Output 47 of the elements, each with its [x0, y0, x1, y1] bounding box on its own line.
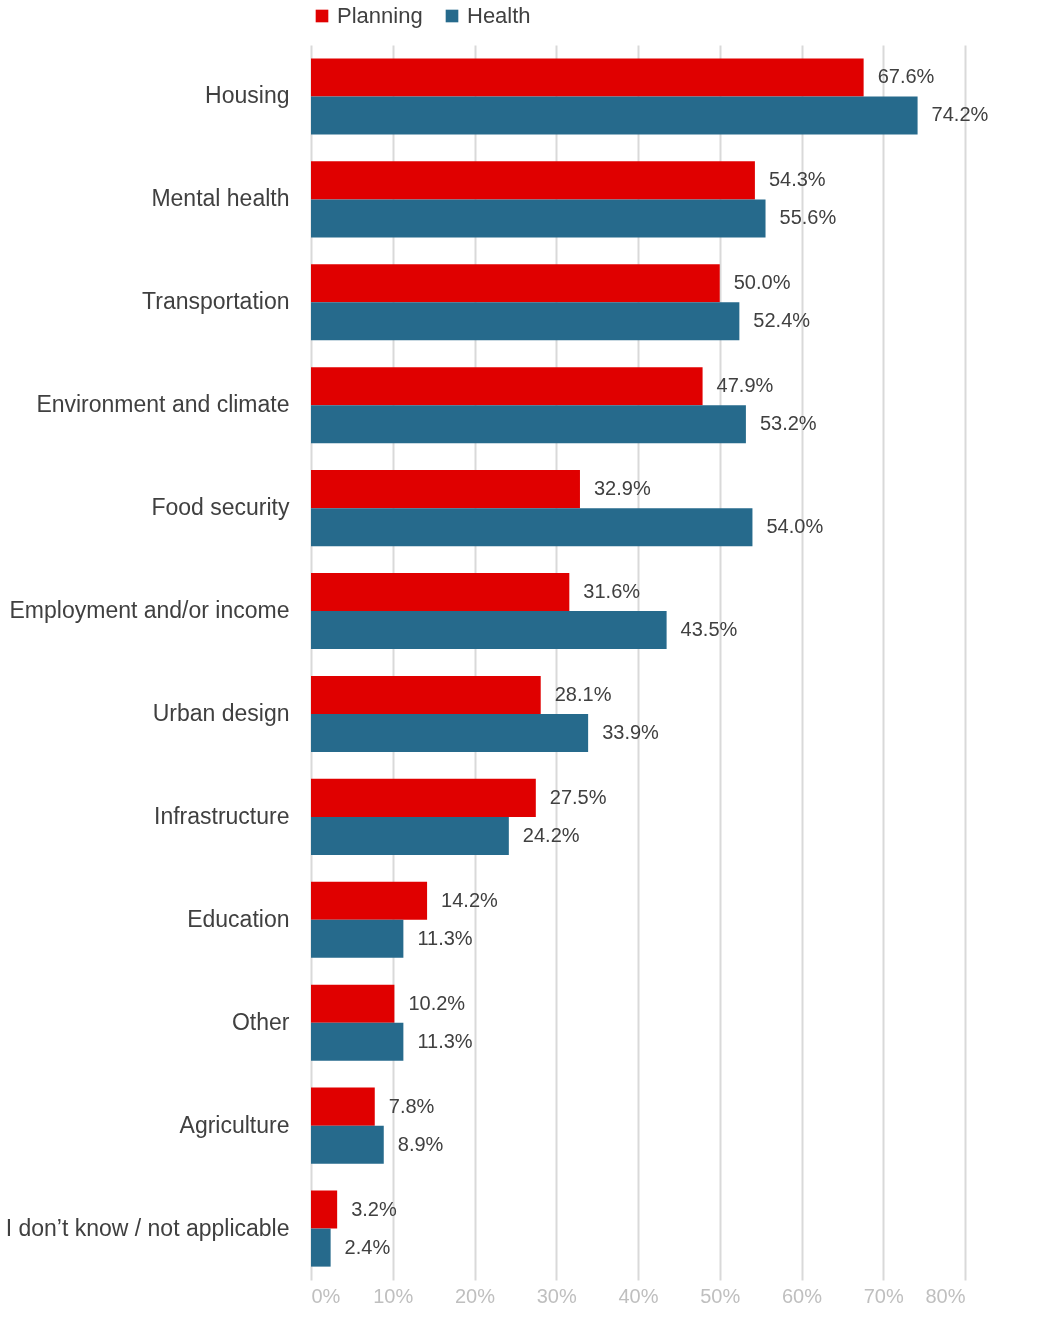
x-tick-label: 60% — [781, 1284, 823, 1307]
x-tick-label: 0% — [311, 1284, 341, 1307]
y-tick-label: Agriculture — [179, 1111, 290, 1138]
data-label: 74.2% — [931, 103, 989, 126]
y-tick-label: Infrastructure — [154, 802, 290, 829]
data-label: 52.4% — [753, 309, 811, 332]
data-label: 43.5% — [680, 618, 738, 641]
data-label: 50.0% — [733, 271, 791, 294]
y-tick-label: Housing — [205, 82, 290, 109]
y-tick-label: Education — [187, 905, 290, 932]
data-label: 54.0% — [766, 515, 824, 538]
data-label: 55.6% — [779, 206, 837, 229]
y-tick-label: Other — [231, 1008, 290, 1035]
y-tick-label: Urban design — [152, 699, 290, 726]
y-tick-label: Employment and/or income — [9, 597, 290, 624]
data-label: 53.2% — [759, 412, 817, 435]
data-label: 31.6% — [583, 580, 641, 602]
data-label: 33.9% — [602, 721, 660, 743]
data-label: 11.3% — [417, 926, 473, 949]
y-tick-label: Transportation — [142, 288, 290, 315]
x-tick-label: 40% — [618, 1284, 659, 1307]
x-tick-label: 70% — [863, 1284, 904, 1307]
x-tick-label: 10% — [373, 1284, 414, 1307]
data-label: 2.4% — [344, 1235, 391, 1258]
x-tick-label: 20% — [454, 1284, 496, 1307]
x-tick-label: 80% — [925, 1284, 966, 1307]
data-label: 14.2% — [441, 888, 499, 911]
data-label: 24.2% — [522, 823, 580, 846]
data-label: 10.2% — [408, 991, 466, 1014]
data-label: 28.1% — [554, 682, 612, 705]
y-tick-label: Food security — [151, 494, 290, 521]
data-label: 54.3% — [768, 168, 826, 191]
data-label: 32.9% — [593, 477, 651, 500]
legend-label: Planning — [337, 3, 423, 28]
data-label: 47.9% — [716, 374, 774, 397]
data-label: 11.3% — [417, 1029, 473, 1052]
data-label: 27.5% — [549, 785, 607, 808]
data-label: 67.6% — [877, 65, 935, 88]
y-tick-label: I don’t know / not applicable — [5, 1214, 290, 1241]
x-tick-label: 50% — [700, 1284, 741, 1307]
data-label: 3.2% — [351, 1197, 397, 1220]
x-tick-label: 30% — [536, 1284, 577, 1307]
y-tick-label: Environment and climate — [36, 391, 290, 418]
legend-label: Health — [467, 3, 531, 28]
y-tick-label: Mental health — [151, 185, 290, 212]
data-label: 8.9% — [397, 1132, 444, 1155]
data-label: 7.8% — [388, 1094, 435, 1117]
